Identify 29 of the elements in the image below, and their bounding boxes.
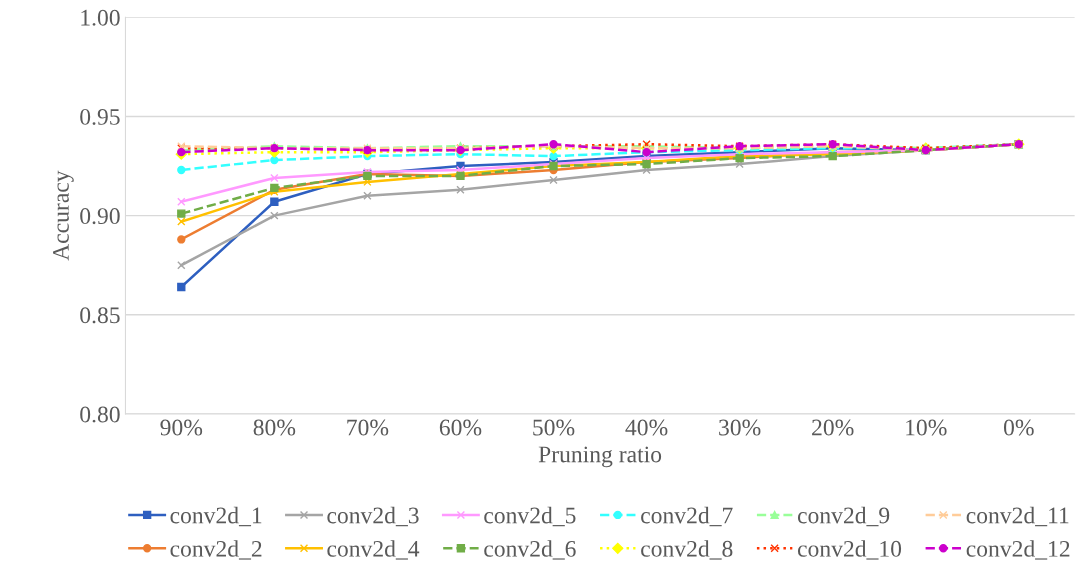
x-tick-label: 80% (253, 419, 296, 436)
y-tick-label: 0.90 (80, 208, 120, 225)
x-tick-label: 90% (160, 419, 203, 436)
legend-label: conv2d_9 (797, 506, 890, 527)
legend-label: conv2d_8 (641, 540, 733, 560)
x-tick-label: 50% (533, 419, 575, 436)
legend-label: conv2d_6 (484, 540, 576, 560)
legend-label: conv2d_7 (641, 506, 733, 527)
x-tick-label: 30% (719, 419, 761, 436)
legend-label: conv2d_12 (966, 540, 1070, 560)
x-tick-label: 60% (439, 419, 482, 436)
legend-label: conv2d_3 (327, 506, 419, 527)
y-axis-title: Accuracy (53, 170, 74, 261)
x-tick-label: 20% (812, 419, 854, 436)
legend-label: conv2d_10 (797, 540, 902, 560)
y-tick-label: 0.80 (80, 406, 120, 423)
y-tick-label: 1.00 (81, 9, 120, 26)
x-axis-title: Pruning ratio (538, 446, 662, 468)
x-tick-label: 10% (906, 419, 947, 436)
legend-label: conv2d_1 (170, 506, 262, 527)
legend-label: conv2d_11 (966, 506, 1069, 527)
y-tick-label: 0.95 (80, 108, 120, 125)
x-tick-label: 0% (1003, 419, 1034, 436)
x-tick-label: 70% (347, 419, 389, 436)
y-tick-label: 0.85 (80, 307, 120, 324)
legend-label: conv2d_2 (170, 540, 262, 560)
legend-label: conv2d_4 (327, 540, 420, 560)
x-tick-label: 40% (625, 419, 668, 436)
legend-label: conv2d_5 (484, 506, 576, 527)
